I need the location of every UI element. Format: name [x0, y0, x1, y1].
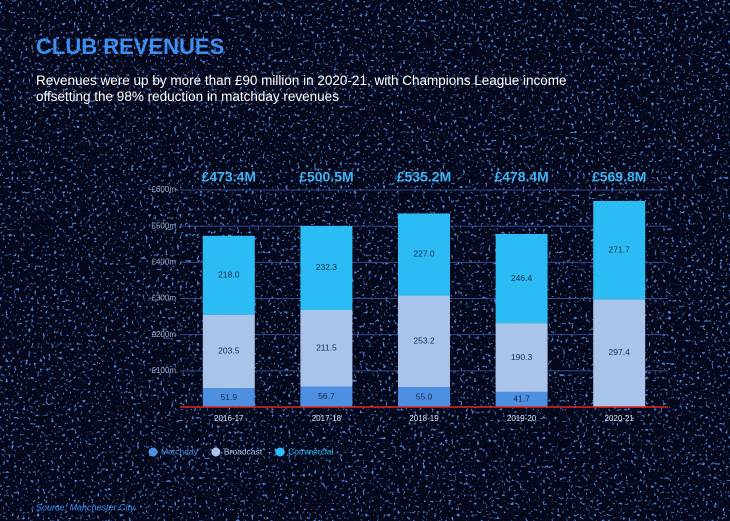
data-label: 232.3 [316, 262, 338, 272]
data-label: 56.7 [318, 391, 335, 401]
bar-segment [495, 323, 548, 392]
bar-segment [398, 387, 450, 407]
chart-title: CLUB REVENUES [36, 34, 224, 59]
bar-segment [593, 200, 646, 300]
bar-segment [495, 391, 548, 407]
x-tick-label: 2016-17 [214, 414, 244, 423]
legend-marker [211, 447, 221, 457]
bar-segment [593, 299, 646, 407]
legend-label: Broadcast [224, 446, 263, 456]
legend-marker [275, 447, 285, 457]
data-label: 41.7 [513, 394, 530, 404]
bar-segment [202, 314, 255, 389]
total-label: £478.4M [494, 169, 548, 185]
bar-segment [300, 225, 353, 311]
bar-segment [398, 295, 450, 388]
legend-label: Matchday [161, 446, 199, 456]
data-label: 297.4 [609, 347, 631, 357]
x-tick-label: 2020-21 [605, 414, 635, 423]
source: Source: Manchester City [36, 502, 135, 512]
data-label: 271.7 [609, 244, 631, 254]
bar-segment [495, 233, 548, 324]
data-label: 253.2 [413, 336, 435, 346]
total-label: £473.4M [202, 169, 256, 185]
y-tick-label: £400m [152, 257, 177, 266]
x-tick-label: 2017-18 [312, 414, 342, 423]
total-label: £535.2M [397, 169, 451, 185]
y-tick-label: £600m [152, 185, 177, 194]
x-tick-label: 2018-19 [409, 414, 439, 423]
data-label: 203.5 [218, 346, 240, 356]
data-label: 190.3 [511, 352, 533, 362]
total-label: £569.8M [592, 169, 646, 185]
y-tick-label: £100m [152, 366, 177, 375]
legend-label: Commercial [288, 446, 333, 456]
y-tick-label: £200m [152, 330, 177, 339]
data-label: 211.5 [316, 342, 337, 352]
y-tick-label: £500m [152, 221, 177, 230]
bar-segment [202, 388, 255, 407]
data-label: 55.0 [416, 391, 433, 401]
bar-segment [300, 310, 353, 387]
bar-segment [300, 386, 353, 407]
y-tick-label: £300m [152, 294, 177, 303]
data-label: 227.0 [413, 249, 435, 259]
data-label: 218.0 [218, 269, 240, 279]
legend-marker [148, 447, 158, 457]
subtitle: Revenues were up by more than £90 millio… [36, 73, 567, 104]
bar-segment [398, 213, 450, 296]
total-label: £500.5M [299, 169, 353, 185]
x-tick-label: 2019-20 [507, 414, 537, 423]
data-label: 51.9 [221, 392, 238, 402]
data-label: 246.4 [511, 273, 533, 283]
bar-segment [202, 235, 255, 315]
